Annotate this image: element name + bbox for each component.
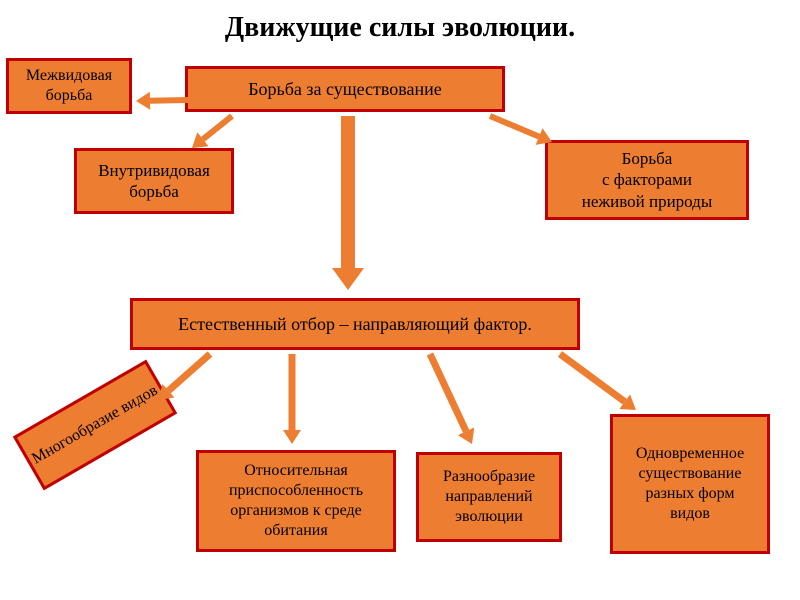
node-evolution-directions: Разнообразие направлений эволюции — [416, 452, 562, 542]
node-abiotic-factors: Борьба с факторами неживой природы — [545, 140, 749, 220]
node-interspecies-struggle: Межвидовая борьба — [6, 58, 132, 114]
node-relative-adaptation: Относительная приспособленность организм… — [196, 450, 396, 552]
node-struggle-for-existence: Борьба за существование — [185, 66, 505, 112]
node-natural-selection: Естественный отбор – направляющий фактор… — [130, 298, 580, 350]
node-coexistence-forms: Одновременное существование разных форм … — [610, 414, 770, 554]
page-title: Движущие силы эволюции. — [0, 12, 800, 44]
node-intraspecies-struggle: Внутривидовая борьба — [74, 148, 234, 214]
node-species-diversity: Многообразие видов — [13, 360, 177, 491]
